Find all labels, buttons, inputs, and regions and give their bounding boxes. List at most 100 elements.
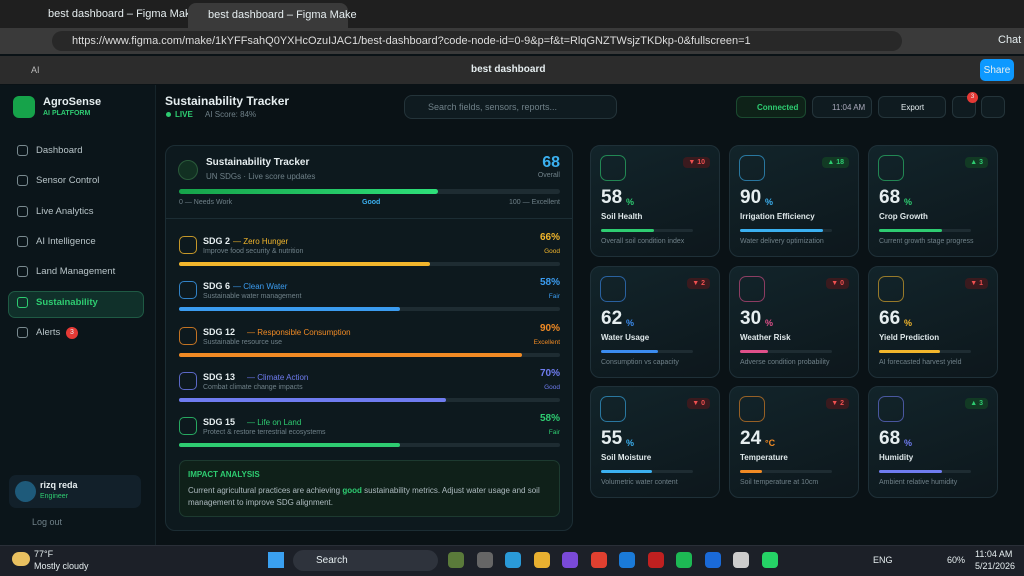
tab[interactable]: best dashboard – Figma Make xyxy=(48,8,197,20)
nav-item[interactable]: Live Analytics xyxy=(36,205,94,217)
nav-icon xyxy=(17,296,28,308)
sdg-bar xyxy=(179,262,431,266)
card-icon xyxy=(739,155,765,181)
card-desc: Water delivery optimization xyxy=(740,238,824,245)
nav-item[interactable]: Dashboard xyxy=(36,145,83,156)
taskbar-app[interactable] xyxy=(619,552,635,568)
taskbar-app[interactable] xyxy=(562,552,578,568)
weather: Mostly cloudy xyxy=(34,561,89,571)
nav-icon xyxy=(17,145,28,156)
card-delta: ▼ 0 xyxy=(826,277,849,289)
card-icon xyxy=(739,275,765,302)
nav-item[interactable]: Land Management xyxy=(36,266,116,278)
nav-item[interactable]: Sustainability xyxy=(36,296,98,308)
card-delta: ▼ 2 xyxy=(687,277,710,289)
taskbar-search[interactable]: Search xyxy=(293,550,438,571)
card-label: Irrigation Efficiency xyxy=(740,212,815,221)
sdg-icon xyxy=(179,281,197,300)
card-label: Yield Prediction xyxy=(879,332,940,342)
notification-badge: 3 xyxy=(967,92,978,103)
start-button[interactable] xyxy=(268,552,284,568)
card-desc: Volumetric water content xyxy=(601,479,678,486)
card-delta: ▲ 18 xyxy=(822,157,849,168)
card-desc: Current growth stage progress xyxy=(879,238,974,245)
clock: 11:04 AM xyxy=(812,96,872,118)
user-name: rizq reda xyxy=(40,480,78,490)
sdg-value: 58% xyxy=(539,277,560,289)
taskbar-app[interactable] xyxy=(761,552,778,568)
card-value: 62 xyxy=(601,307,623,329)
card-desc: Adverse condition probability xyxy=(740,358,830,366)
nav-icon xyxy=(17,205,28,217)
taskbar-app[interactable] xyxy=(676,552,692,568)
card-desc: AI forecasted harvest yield xyxy=(879,358,962,366)
card-unit: % xyxy=(904,317,913,328)
nav-item[interactable]: Alerts xyxy=(36,326,61,338)
share-button[interactable]: Share xyxy=(980,59,1014,81)
nav-item[interactable]: Sensor Control xyxy=(36,175,100,187)
taskbar-app[interactable] xyxy=(505,552,521,568)
user-role: Engineer xyxy=(40,493,69,500)
taskbar-app[interactable] xyxy=(704,552,721,568)
tab-active[interactable]: best dashboard – Figma Make xyxy=(188,3,357,28)
card-value: 90 xyxy=(740,187,762,208)
card-track xyxy=(740,349,832,353)
metric-card: ▲ 3 68% Humidity Ambient relative humidity xyxy=(868,386,998,498)
sdg-bar xyxy=(179,443,400,448)
nav-icon xyxy=(17,235,28,247)
logout[interactable]: Log out xyxy=(32,517,63,527)
card-label: Water Usage xyxy=(601,332,650,342)
file-name[interactable]: best dashboard xyxy=(471,64,546,75)
metric-card: ▼ 0 30% Weather Risk Adverse condition prob… xyxy=(729,265,859,378)
card-delta: ▼ 2 xyxy=(826,398,849,409)
card-icon xyxy=(878,396,904,422)
card-unit: °C xyxy=(765,438,776,448)
card-delta: ▼ 10 xyxy=(683,157,710,168)
card-label: Temperature xyxy=(740,453,788,462)
card-icon xyxy=(600,396,626,422)
overall-bar xyxy=(179,189,439,194)
impact-after: sustainability metrics. Adjust water usa… xyxy=(188,486,540,507)
nav-item[interactable]: AI Intelligence xyxy=(36,235,96,247)
card-value: 30 xyxy=(740,307,762,329)
taskbar-app[interactable] xyxy=(476,552,493,568)
metric-card: ▼ 2 62% Water Usage Consumption vs capacity xyxy=(590,265,720,378)
ai-badge: AI xyxy=(31,65,40,75)
impact-before: Current agricultural practices are achie… xyxy=(188,486,341,495)
card-label: Crop Growth xyxy=(879,212,928,221)
export-button[interactable]: Export xyxy=(878,96,946,118)
page-title: Sustainability Tracker xyxy=(165,94,290,108)
card-unit: % xyxy=(626,317,635,328)
tracker-icon xyxy=(178,160,198,180)
taskbar-app[interactable] xyxy=(533,552,550,568)
taskbar-app[interactable] xyxy=(448,552,464,568)
card-value: 24 xyxy=(740,428,762,449)
card-value: 55 xyxy=(601,428,623,449)
taskbar-app[interactable] xyxy=(733,552,749,568)
divider xyxy=(166,218,572,219)
chat-button[interactable]: Chat xyxy=(998,34,1022,46)
nav-icon xyxy=(17,175,28,187)
sdg-bar xyxy=(179,307,400,312)
sdg-status: Fair xyxy=(548,293,560,301)
sdg-status: Fair xyxy=(548,429,560,437)
card-desc: Ambient relative humidity xyxy=(879,479,958,486)
url[interactable]: https://www.figma.com/make/1kYFFsahQ0YXH… xyxy=(52,31,902,51)
card-delta: ▼ 1 xyxy=(965,277,988,289)
refresh-button[interactable] xyxy=(981,96,1005,118)
temperature: 77°F xyxy=(34,549,54,559)
nav-badge: 3 xyxy=(66,326,78,339)
card-label: Humidity xyxy=(879,453,914,462)
search[interactable]: Search fields, sensors, reports... xyxy=(404,95,617,119)
sdg-code: SDG 6 xyxy=(203,281,231,292)
taskbar-app[interactable] xyxy=(647,552,664,568)
sdg-code: SDG 15 xyxy=(203,417,236,428)
card-desc: Overall soil condition index xyxy=(601,238,685,245)
card-delta: ▲ 3 xyxy=(965,157,988,168)
impact-highlight: good xyxy=(342,486,362,495)
sdg-icon xyxy=(179,326,197,345)
card-bar xyxy=(740,229,823,232)
card-unit: % xyxy=(626,197,635,207)
taskbar-app[interactable] xyxy=(590,552,607,568)
